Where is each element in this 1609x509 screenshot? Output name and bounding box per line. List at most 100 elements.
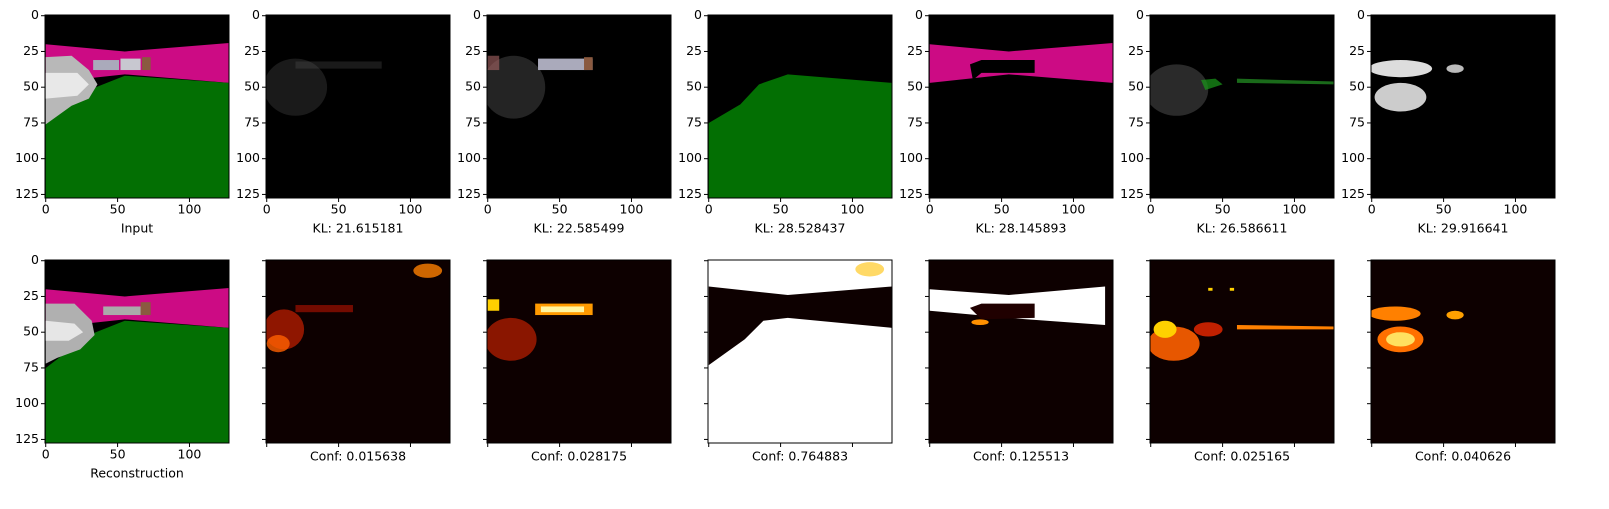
image (708, 15, 892, 198)
panel: 0 50 100 0 25 50 75 100 125 KL: 22.585499 (457, 7, 672, 236)
panel-label: KL: 26.586611 (1197, 221, 1288, 236)
x-tick-label: 0 (1147, 202, 1155, 217)
x-tick-label: 0 (42, 447, 50, 462)
y-tick-label: 25 (465, 43, 481, 58)
x-tick-label: 100 (1062, 202, 1086, 217)
image (708, 260, 892, 443)
y-tick-label: 125 (15, 431, 39, 446)
image (487, 260, 671, 443)
axes-frame (486, 259, 672, 444)
y-tick-label: 25 (1349, 43, 1365, 58)
panel: Conf: 0.125513 (925, 259, 1114, 464)
y-tick-label: 50 (23, 324, 39, 339)
panel-label: KL: 22.585499 (534, 221, 625, 236)
image (929, 15, 1113, 198)
y-tick-label: 100 (1120, 150, 1144, 165)
panel: 0 50 100 0 25 50 75 100 125 Reconstruction (15, 252, 230, 481)
x-tick-label: 50 (1436, 202, 1452, 217)
x-tick-label: 100 (1283, 202, 1307, 217)
y-tick-label: 25 (686, 43, 702, 58)
axes-frame (1149, 259, 1335, 444)
x-tick-label: 50 (773, 202, 789, 217)
panel-label: KL: 21.615181 (313, 221, 404, 236)
axes-frame (707, 259, 893, 444)
y-tick-label: 0 (1357, 7, 1365, 22)
x-tick-label: 0 (263, 202, 271, 217)
y-tick-label: 0 (252, 7, 260, 22)
x-tick-label: 100 (841, 202, 865, 217)
y-tick-label: 50 (1349, 79, 1365, 94)
y-tick-label: 0 (694, 7, 702, 22)
y-tick-label: 75 (465, 114, 481, 129)
y-tick-label: 100 (15, 395, 39, 410)
y-tick-label: 125 (1120, 186, 1144, 201)
x-tick-label: 0 (926, 202, 934, 217)
x-tick-label: 100 (1504, 202, 1528, 217)
panel: Conf: 0.015638 (262, 259, 451, 464)
y-tick-label: 25 (907, 43, 923, 58)
axes-frame (928, 259, 1114, 444)
y-tick-label: 75 (1128, 114, 1144, 129)
image (266, 260, 450, 443)
panel: 0 50 100 0 25 50 75 100 125 KL: 28.528437 (678, 7, 893, 236)
y-tick-label: 25 (1128, 43, 1144, 58)
y-tick-label: 100 (899, 150, 923, 165)
x-tick-label: 50 (110, 202, 126, 217)
panel-label: KL: 28.145893 (976, 221, 1067, 236)
y-tick-label: 125 (457, 186, 481, 201)
y-tick-label: 25 (23, 43, 39, 58)
x-tick-label: 0 (705, 202, 713, 217)
y-tick-label: 0 (915, 7, 923, 22)
y-tick-label: 25 (244, 43, 260, 58)
axes-frame (1370, 14, 1556, 199)
y-tick-label: 0 (1136, 7, 1144, 22)
panel: 0 50 100 0 25 50 75 100 125 KL: 28.145893 (899, 7, 1114, 236)
axes-frame (486, 14, 672, 199)
axes-frame (707, 14, 893, 199)
image (1150, 260, 1334, 443)
image (1371, 15, 1555, 198)
axes-frame (44, 14, 230, 199)
x-tick-label: 0 (42, 202, 50, 217)
panel-label: Conf: 0.025165 (1194, 449, 1290, 464)
image (929, 260, 1113, 443)
y-tick-label: 100 (15, 150, 39, 165)
y-tick-label: 50 (244, 79, 260, 94)
y-tick-label: 100 (1341, 150, 1365, 165)
x-tick-label: 100 (620, 202, 644, 217)
panel: Conf: 0.028175 (483, 259, 672, 464)
x-tick-label: 100 (178, 202, 202, 217)
y-tick-label: 100 (678, 150, 702, 165)
panel-label: Conf: 0.028175 (531, 449, 627, 464)
y-tick-label: 0 (473, 7, 481, 22)
y-tick-label: 0 (31, 7, 39, 22)
y-tick-label: 75 (244, 114, 260, 129)
image (1371, 260, 1555, 443)
x-tick-label: 100 (399, 202, 423, 217)
y-tick-label: 50 (686, 79, 702, 94)
image (266, 15, 450, 198)
panel-label: KL: 28.528437 (755, 221, 846, 236)
y-tick-label: 100 (236, 150, 260, 165)
panel: 0 50 100 0 25 50 75 100 125 KL: 29.916641 (1341, 7, 1556, 236)
axes-frame (928, 14, 1114, 199)
y-tick-label: 125 (899, 186, 923, 201)
x-tick-label: 0 (484, 202, 492, 217)
x-tick-label: 50 (994, 202, 1010, 217)
panel-label: Conf: 0.040626 (1415, 449, 1511, 464)
panel-label: Conf: 0.764883 (752, 449, 848, 464)
y-tick-label: 75 (23, 359, 39, 374)
x-tick-label: 50 (1215, 202, 1231, 217)
panel-label: Conf: 0.015638 (310, 449, 406, 464)
y-tick-label: 125 (15, 186, 39, 201)
image (1150, 15, 1334, 198)
panel: 0 50 100 0 25 50 75 100 125 KL: 21.615181 (236, 7, 451, 236)
panel-label: KL: 29.916641 (1418, 221, 1509, 236)
y-tick-label: 75 (23, 114, 39, 129)
x-tick-label: 100 (178, 447, 202, 462)
panel: Conf: 0.025165 (1146, 259, 1335, 464)
x-tick-label: 50 (331, 202, 347, 217)
axes-frame (44, 259, 230, 444)
y-tick-label: 100 (457, 150, 481, 165)
